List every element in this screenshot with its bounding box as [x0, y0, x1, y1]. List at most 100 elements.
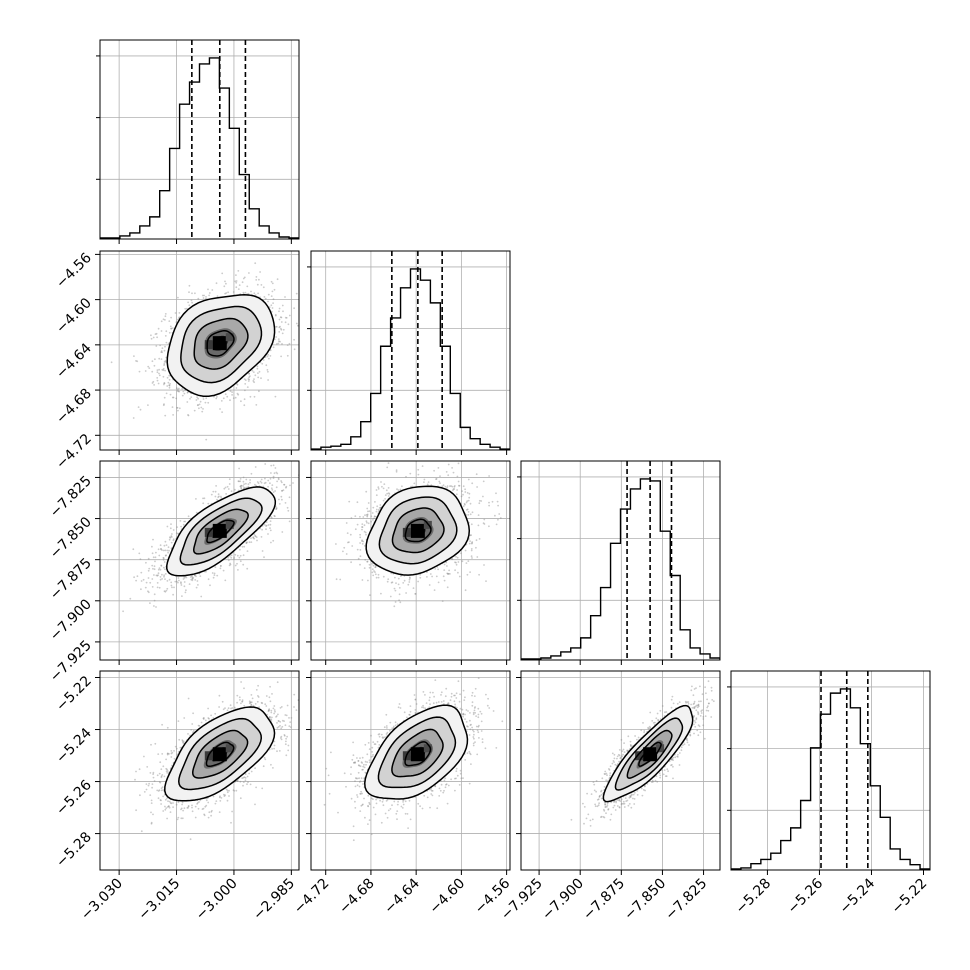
sample-point: [193, 409, 196, 412]
sample-point: [641, 794, 644, 797]
sample-point: [469, 540, 471, 542]
sample-point: [254, 767, 256, 770]
sample-point: [406, 813, 409, 815]
sample-point: [150, 822, 153, 825]
sample-point: [651, 779, 654, 782]
sample-point: [177, 801, 180, 804]
sample-point: [255, 404, 258, 406]
sample-point: [428, 706, 431, 709]
sample-point: [134, 778, 136, 781]
sample-point: [470, 666, 472, 668]
sample-point: [245, 541, 248, 544]
sample-point: [268, 306, 271, 308]
sample-point: [480, 712, 483, 715]
sample-point: [162, 558, 165, 561]
sample-point: [180, 581, 182, 584]
sample-point: [361, 528, 363, 531]
sample-point: [175, 803, 178, 806]
sample-point: [244, 779, 247, 782]
sample-point: [428, 584, 431, 586]
sample-point: [207, 707, 210, 710]
sample-point: [160, 775, 163, 778]
sample-point: [406, 716, 408, 719]
sample-point: [283, 483, 285, 486]
sample-point: [178, 387, 180, 390]
sample-point: [450, 692, 453, 695]
sample-point: [214, 712, 217, 715]
sample-point: [222, 397, 225, 400]
density-cell: [225, 520, 234, 529]
sample-point: [460, 552, 462, 555]
sample-point: [252, 704, 255, 707]
sample-point: [197, 584, 199, 586]
sample-point: [695, 709, 698, 712]
sample-point: [167, 805, 170, 808]
sample-point: [497, 504, 499, 507]
sample-point: [248, 541, 251, 544]
sample-point: [429, 806, 431, 809]
sample-point: [264, 297, 267, 300]
sample-point: [386, 816, 389, 819]
sample-point: [177, 720, 180, 722]
sample-point: [471, 726, 473, 729]
contour-line: [391, 507, 445, 554]
sample-point: [316, 263, 318, 265]
sample-point: [392, 725, 395, 728]
sample-point: [260, 478, 263, 481]
sample-point: [161, 753, 164, 755]
sample-point: [626, 799, 629, 802]
sample-point: [200, 721, 203, 724]
sample-point: [273, 472, 276, 475]
sample-point: [191, 577, 194, 580]
sample-point: [147, 569, 150, 572]
sample-point: [175, 321, 178, 323]
sample-point: [273, 712, 275, 715]
sample-point: [239, 560, 242, 563]
sample-point: [275, 508, 277, 510]
sample-point: [191, 579, 194, 582]
sample-point: [491, 500, 494, 503]
sample-point: [275, 486, 278, 489]
sample-point: [696, 704, 699, 707]
sample-point: [426, 796, 429, 799]
sample-point: [140, 830, 143, 833]
sample-point: [185, 307, 188, 310]
sample-point: [446, 485, 449, 487]
sample-point: [168, 378, 171, 381]
sample-point: [239, 480, 242, 483]
sample-point: [164, 361, 167, 363]
histogram-0: [100, 57, 299, 239]
sample-point: [227, 488, 230, 490]
contour-line: [391, 728, 444, 778]
sample-point: [145, 788, 148, 791]
sample-point: [478, 499, 481, 502]
sample-point: [284, 724, 287, 727]
sample-point: [394, 721, 397, 724]
sample-point: [598, 794, 601, 797]
sample-point: [357, 760, 360, 762]
hist-panel-2: [521, 461, 720, 660]
sample-point: [367, 823, 369, 825]
sample-point: [192, 731, 194, 734]
sample-point: [285, 714, 288, 717]
sample-point: [145, 581, 148, 584]
sample-point: [193, 574, 196, 577]
sample-point: [214, 495, 217, 498]
sample-point: [153, 384, 156, 386]
sample-point: [215, 282, 218, 285]
sample-point: [242, 291, 245, 294]
sample-point: [472, 736, 475, 738]
sample-point: [702, 716, 705, 718]
sample-point: [435, 478, 438, 480]
sample-point: [287, 509, 290, 512]
sample-point: [409, 472, 412, 475]
sample-point: [664, 775, 667, 777]
sample-point: [243, 486, 246, 489]
sample-point: [268, 357, 270, 360]
sample-point: [367, 510, 369, 513]
sample-point: [359, 792, 362, 795]
sample-point: [180, 807, 183, 810]
sample-point: [270, 464, 273, 467]
sample-point: [176, 388, 179, 391]
sample-point: [357, 760, 360, 762]
